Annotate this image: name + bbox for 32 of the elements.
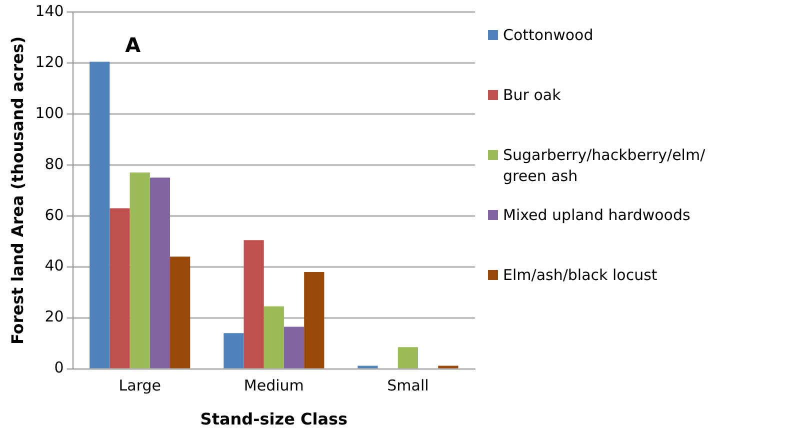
text: Sugarberry/hackberry/elm/green ash xyxy=(503,146,706,185)
bar xyxy=(438,366,458,368)
y-tick-label: 20 xyxy=(44,308,64,326)
bar xyxy=(170,256,190,368)
bar xyxy=(130,172,150,368)
y-tick-label: 60 xyxy=(44,206,64,224)
x-axis-title: Stand-size Class xyxy=(200,410,348,429)
bar xyxy=(284,326,304,368)
x-tick-label: Small xyxy=(387,376,429,395)
bar xyxy=(224,333,244,368)
y-axis-title: Forest land Area (thousand acres) xyxy=(8,36,27,345)
bar xyxy=(150,178,170,368)
y-tick-label: 0 xyxy=(54,358,64,377)
y-tick-label: 140 xyxy=(35,2,64,20)
bar xyxy=(398,347,418,368)
legend-label: Mixed upland hardwoods xyxy=(503,205,690,226)
legend-label: Elm/ash/black locust xyxy=(503,265,658,286)
y-tick-label: 40 xyxy=(44,256,64,275)
y-tick-label: 100 xyxy=(35,104,64,122)
y-tick-label: 80 xyxy=(44,154,64,173)
bar xyxy=(358,366,378,368)
legend-label: Cottonwood xyxy=(503,25,594,46)
y-tick-label: 120 xyxy=(35,52,64,71)
annotation: A xyxy=(125,33,142,57)
x-tick-label: Medium xyxy=(244,376,304,395)
x-tick-label: Large xyxy=(118,376,161,395)
bar xyxy=(110,208,130,368)
bar xyxy=(264,306,284,368)
bar xyxy=(244,240,264,368)
bar xyxy=(90,62,110,368)
legend-label: Bur oak xyxy=(503,85,561,106)
bar xyxy=(304,272,324,368)
